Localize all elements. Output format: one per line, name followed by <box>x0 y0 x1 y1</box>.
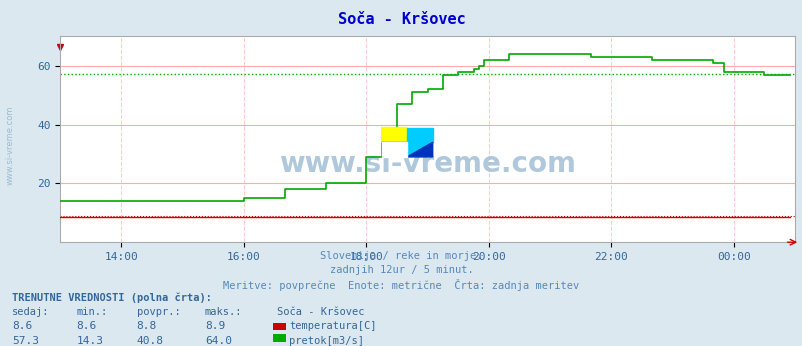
Text: 14.3: 14.3 <box>76 336 103 346</box>
Polygon shape <box>381 142 407 157</box>
Polygon shape <box>407 128 432 142</box>
Polygon shape <box>407 142 432 157</box>
Text: 64.0: 64.0 <box>205 336 232 346</box>
Text: TRENUTNE VREDNOSTI (polna črta):: TRENUTNE VREDNOSTI (polna črta): <box>12 292 212 303</box>
Text: maks.:: maks.: <box>205 307 242 317</box>
Text: 8.6: 8.6 <box>76 321 96 331</box>
Polygon shape <box>381 142 432 157</box>
Text: temperatura[C]: temperatura[C] <box>289 321 376 331</box>
Text: Slovenija / reke in morje.: Slovenija / reke in morje. <box>320 251 482 261</box>
Text: pretok[m3/s]: pretok[m3/s] <box>289 336 363 346</box>
Text: zadnjih 12ur / 5 minut.: zadnjih 12ur / 5 minut. <box>329 265 473 275</box>
Text: Soča - Kršovec: Soča - Kršovec <box>337 12 465 27</box>
Text: 8.9: 8.9 <box>205 321 225 331</box>
Text: min.:: min.: <box>76 307 107 317</box>
Text: 8.8: 8.8 <box>136 321 156 331</box>
Text: www.si-vreme.com: www.si-vreme.com <box>279 150 575 178</box>
Text: Soča - Kršovec: Soča - Kršovec <box>277 307 364 317</box>
Text: 40.8: 40.8 <box>136 336 164 346</box>
Text: sedaj:: sedaj: <box>12 307 50 317</box>
Text: www.si-vreme.com: www.si-vreme.com <box>6 106 15 185</box>
Text: 57.3: 57.3 <box>12 336 39 346</box>
Polygon shape <box>381 128 407 142</box>
Polygon shape <box>381 128 407 142</box>
Text: povpr.:: povpr.: <box>136 307 180 317</box>
Text: Meritve: povprečne  Enote: metrične  Črta: zadnja meritev: Meritve: povprečne Enote: metrične Črta:… <box>223 279 579 291</box>
Text: 8.6: 8.6 <box>12 321 32 331</box>
